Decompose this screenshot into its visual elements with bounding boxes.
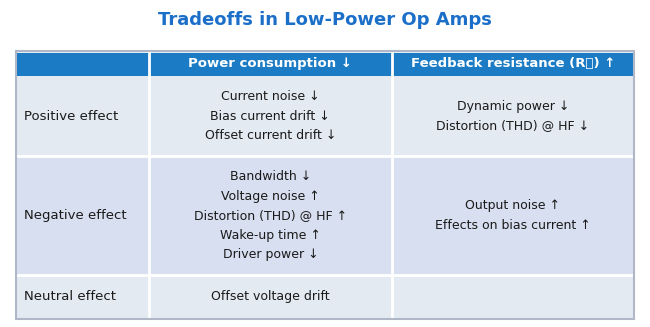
Text: Power consumption ↓: Power consumption ↓ (188, 57, 352, 70)
Bar (392, 156, 634, 275)
Bar (16, 76, 149, 156)
Bar (392, 76, 634, 156)
Text: Bandwidth ↓
Voltage noise ↑
Distortion (THD) @ HF ↑
Wake-up time ↑
Driver power : Bandwidth ↓ Voltage noise ↑ Distortion (… (194, 170, 347, 261)
Bar (16, 156, 149, 275)
Bar (392, 51, 634, 76)
Text: Offset voltage drift: Offset voltage drift (211, 290, 330, 303)
Text: Negative effect: Negative effect (24, 209, 127, 222)
Text: Output noise ↑
Effects on bias current ↑: Output noise ↑ Effects on bias current ↑ (435, 199, 591, 232)
Bar (16, 51, 634, 319)
Text: Current noise ↓
Bias current drift ↓
Offset current drift ↓: Current noise ↓ Bias current drift ↓ Off… (205, 90, 336, 142)
Text: Dynamic power ↓
Distortion (THD) @ HF ↓: Dynamic power ↓ Distortion (THD) @ HF ↓ (436, 100, 590, 132)
Bar (149, 156, 392, 275)
Bar (149, 51, 392, 76)
Bar (149, 275, 392, 319)
Bar (16, 51, 149, 76)
Text: Neutral effect: Neutral effect (24, 290, 116, 303)
Text: Feedback resistance (R₟) ↑: Feedback resistance (R₟) ↑ (411, 57, 615, 70)
Bar (16, 275, 149, 319)
Text: Tradeoffs in Low-Power Op Amps: Tradeoffs in Low-Power Op Amps (158, 11, 492, 29)
Bar (392, 275, 634, 319)
Bar (149, 76, 392, 156)
Text: Positive effect: Positive effect (24, 110, 118, 123)
